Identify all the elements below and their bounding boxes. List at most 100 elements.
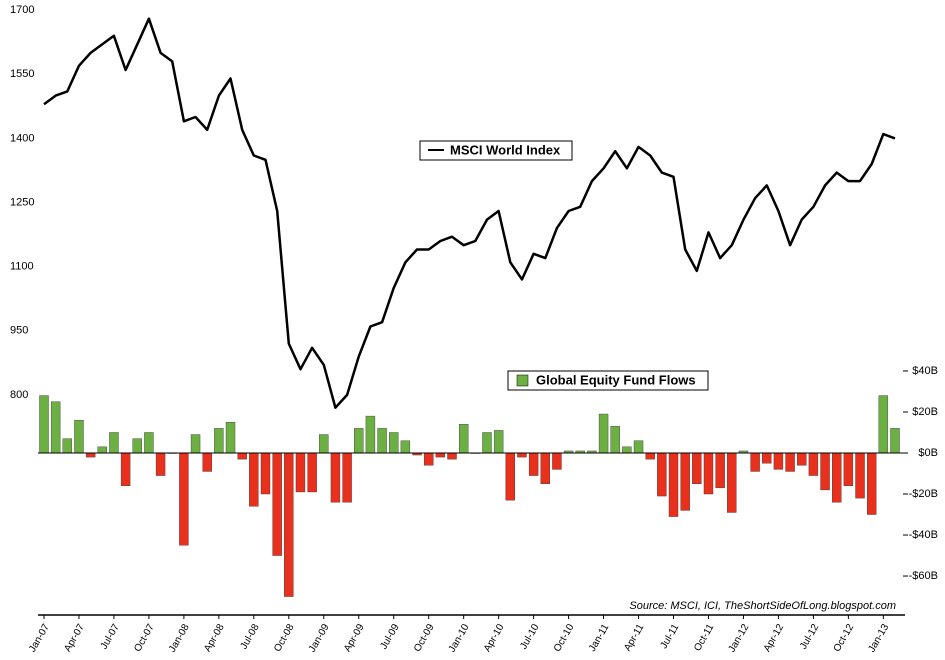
bar xyxy=(120,452,131,487)
bar xyxy=(505,452,516,501)
bar xyxy=(330,452,341,503)
source-note: Source: MSCI, ICI, TheShortSideOfLong.bl… xyxy=(629,600,896,612)
x-tick-label: Jan-10 xyxy=(447,622,472,654)
bar xyxy=(890,428,900,454)
x-tick-label: Apr-11 xyxy=(622,622,646,653)
bar xyxy=(389,432,399,454)
bar xyxy=(762,452,772,464)
legend-swatch xyxy=(516,374,529,387)
bar xyxy=(832,452,842,503)
x-tick-label: Jul-10 xyxy=(518,622,541,651)
bar xyxy=(260,452,271,495)
bar xyxy=(225,422,236,454)
bar xyxy=(97,446,107,454)
x-tick-label: Oct-11 xyxy=(692,622,716,653)
bar xyxy=(657,452,667,497)
x-tick-label: Oct-08 xyxy=(272,622,297,654)
bar xyxy=(400,440,411,454)
x-tick-label: Jan-13 xyxy=(866,622,891,654)
bar xyxy=(179,452,189,546)
y2-tick-label: $40B xyxy=(912,365,938,377)
x-tick-label: Apr-10 xyxy=(482,622,507,654)
bar xyxy=(190,434,201,454)
bar xyxy=(447,452,457,460)
bar xyxy=(703,452,714,495)
bar xyxy=(39,395,49,454)
bar xyxy=(423,452,434,466)
x-tick-label: Apr-07 xyxy=(62,622,87,654)
bar xyxy=(785,452,795,472)
bar xyxy=(668,452,679,517)
y-tick-label: 1100 xyxy=(10,261,34,273)
bar xyxy=(295,452,306,493)
bar xyxy=(540,452,550,484)
y2-tick-label: $20B xyxy=(912,406,938,418)
bar xyxy=(610,426,620,454)
y2-tick-label: -$60B xyxy=(909,570,938,582)
legend-box xyxy=(507,370,709,391)
bar xyxy=(144,432,154,454)
x-tick-label: Oct-10 xyxy=(552,622,577,654)
bar xyxy=(843,452,854,487)
bar xyxy=(645,452,655,460)
x-tick-label: Jan-07 xyxy=(27,622,52,654)
bar xyxy=(319,434,329,454)
bar xyxy=(773,452,784,470)
legend-label: Global Equity Fund Flows xyxy=(536,372,696,387)
bar xyxy=(249,452,259,507)
legend-box xyxy=(419,140,573,161)
bar xyxy=(878,395,889,454)
bar xyxy=(237,452,247,460)
bar xyxy=(435,452,446,458)
bar xyxy=(750,452,760,472)
y2-tick-label: $0B xyxy=(918,447,938,459)
bar xyxy=(808,452,819,476)
bar xyxy=(342,452,352,503)
x-tick-label: Oct-07 xyxy=(132,622,157,654)
bar xyxy=(74,419,84,454)
x-tick-label: Jan-09 xyxy=(307,622,332,654)
bar xyxy=(50,401,61,454)
line xyxy=(43,17,896,409)
x-tick-label: Jul-12 xyxy=(798,622,821,651)
bar xyxy=(365,415,376,454)
bar xyxy=(517,452,527,458)
bar xyxy=(284,452,294,597)
bar xyxy=(109,432,119,454)
x-tick-label: Jul-09 xyxy=(378,622,401,651)
y-tick-label: 1700 xyxy=(10,4,34,16)
x-tick-label: Jan-11 xyxy=(587,622,612,654)
bar xyxy=(307,452,317,493)
x-tick-label: Oct-09 xyxy=(412,622,437,654)
bar xyxy=(482,432,492,454)
y-tick-label: 950 xyxy=(10,325,28,337)
x-tick-label: Apr-08 xyxy=(202,622,227,654)
bar xyxy=(797,452,807,466)
x-tick-label: Jul-07 xyxy=(99,622,122,651)
bar xyxy=(528,452,539,476)
y-tick-label: 1400 xyxy=(10,132,34,144)
bar xyxy=(202,452,212,472)
y-tick-label: 800 xyxy=(10,389,28,401)
legend-label: MSCI World Index xyxy=(450,142,561,157)
bar xyxy=(633,440,644,454)
y2-tick-label: -$20B xyxy=(909,488,938,500)
bar xyxy=(493,430,504,454)
bar xyxy=(820,452,830,491)
y2-tick-label: -$40B xyxy=(909,529,938,541)
bar xyxy=(155,452,166,476)
bar xyxy=(855,452,865,499)
x-tick-label: Jan-12 xyxy=(727,622,752,654)
bar xyxy=(680,452,690,511)
bar xyxy=(272,452,282,556)
x-tick-label: Apr-09 xyxy=(342,622,367,654)
x-tick-label: Apr-12 xyxy=(762,622,787,654)
bar xyxy=(62,438,73,454)
x-tick-label: Jan-08 xyxy=(167,622,192,654)
y-tick-label: 1550 xyxy=(10,68,34,80)
bar xyxy=(866,452,877,515)
bar xyxy=(552,452,562,470)
y-tick-label: 1250 xyxy=(10,196,34,208)
x-tick-label: Jul-11 xyxy=(659,622,682,651)
